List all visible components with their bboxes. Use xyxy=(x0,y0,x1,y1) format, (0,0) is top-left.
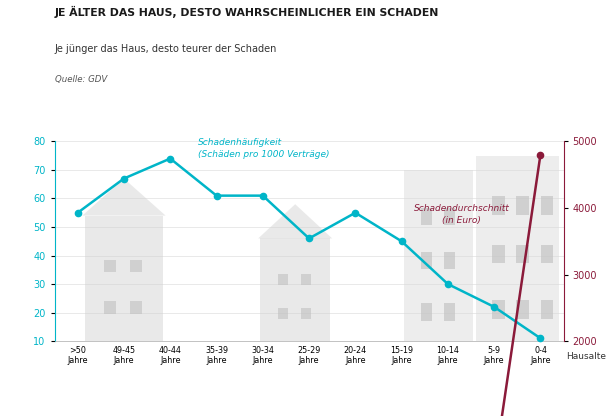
FancyBboxPatch shape xyxy=(492,300,505,319)
FancyBboxPatch shape xyxy=(404,170,473,341)
FancyBboxPatch shape xyxy=(444,303,454,321)
FancyBboxPatch shape xyxy=(301,275,311,285)
FancyBboxPatch shape xyxy=(421,208,431,225)
FancyBboxPatch shape xyxy=(421,252,431,269)
Polygon shape xyxy=(82,178,165,215)
FancyBboxPatch shape xyxy=(476,156,559,341)
FancyBboxPatch shape xyxy=(492,245,505,263)
FancyBboxPatch shape xyxy=(516,300,529,319)
FancyBboxPatch shape xyxy=(516,196,529,215)
FancyBboxPatch shape xyxy=(492,196,505,215)
FancyBboxPatch shape xyxy=(444,208,454,225)
FancyBboxPatch shape xyxy=(541,196,553,215)
FancyBboxPatch shape xyxy=(85,215,163,341)
FancyBboxPatch shape xyxy=(130,260,142,272)
FancyBboxPatch shape xyxy=(104,260,116,272)
FancyBboxPatch shape xyxy=(104,301,116,314)
Text: JE ÄLTER DAS HAUS, DESTO WAHRSCHEINLICHER EIN SCHADEN: JE ÄLTER DAS HAUS, DESTO WAHRSCHEINLICHE… xyxy=(55,6,439,18)
Polygon shape xyxy=(258,204,332,238)
FancyBboxPatch shape xyxy=(130,301,142,314)
Text: Schadendurchschnitt
(in Euro): Schadendurchschnitt (in Euro) xyxy=(414,204,510,225)
FancyBboxPatch shape xyxy=(444,252,454,269)
FancyBboxPatch shape xyxy=(516,245,529,263)
Text: Schadenhäufigkeit
(Schäden pro 1000 Verträge): Schadenhäufigkeit (Schäden pro 1000 Vert… xyxy=(198,138,330,158)
FancyBboxPatch shape xyxy=(278,308,288,319)
FancyBboxPatch shape xyxy=(261,238,330,341)
FancyBboxPatch shape xyxy=(541,245,553,263)
FancyBboxPatch shape xyxy=(541,300,553,319)
Text: Je jünger das Haus, desto teurer der Schaden: Je jünger das Haus, desto teurer der Sch… xyxy=(55,44,277,54)
Text: Hausalter: Hausalter xyxy=(567,352,606,361)
FancyBboxPatch shape xyxy=(278,275,288,285)
FancyBboxPatch shape xyxy=(421,303,431,321)
FancyBboxPatch shape xyxy=(301,308,311,319)
Text: Quelle: GDV: Quelle: GDV xyxy=(55,75,107,84)
